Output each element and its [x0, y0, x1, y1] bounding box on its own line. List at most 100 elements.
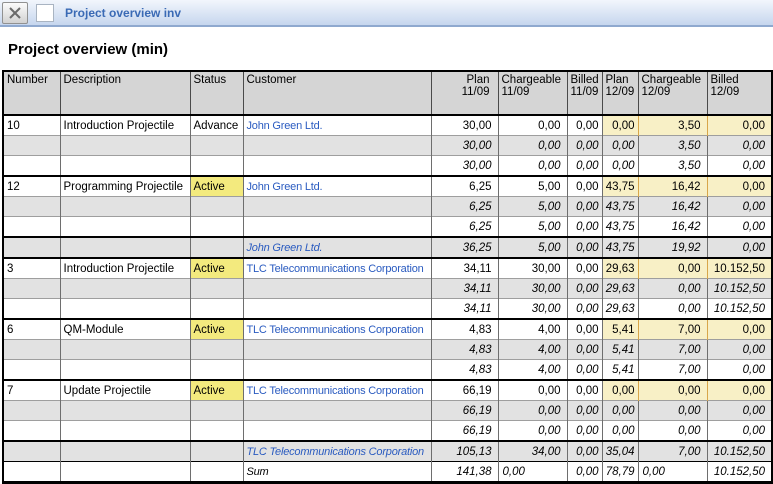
col-header-customer: Customer — [242, 71, 431, 116]
cell-number — [2, 216, 60, 237]
cell-plan-1109: 34,11 — [430, 278, 498, 299]
sub-row: 34,11 30,00 0,00 29,63 0,00 10.152,50 — [2, 278, 772, 299]
cell-billed-1109: 0,00 — [566, 359, 602, 380]
col-header-number: Number — [2, 71, 60, 116]
close-icon — [8, 6, 22, 20]
customer-link[interactable]: John Green Ltd. — [242, 175, 431, 197]
cell-chargeable-1109: 5,00 — [497, 196, 567, 217]
cell-number — [2, 400, 60, 421]
cell-billed-1209: 0,00 — [706, 135, 772, 156]
cell-plan-1209: 78,79 — [601, 461, 638, 483]
cell-plan-1109: 36,25 — [430, 236, 498, 258]
cell-status — [189, 135, 243, 156]
sub-row: 6,25 5,00 0,00 43,75 16,42 0,00 — [2, 216, 772, 237]
overview-table: Number Description Status Customer Plan 11/09… — [2, 70, 773, 484]
cell-plan-1209: 0,00 — [601, 114, 638, 136]
cell-description — [59, 278, 190, 299]
cell-chargeable-1109: 34,00 — [497, 440, 567, 462]
col-header-description: Description — [59, 71, 190, 116]
cell-plan-1209: 0,00 — [601, 400, 638, 421]
cell-number: 12 — [2, 175, 60, 197]
cell-billed-1109: 0,00 — [566, 236, 602, 258]
cell-chargeable-1209: 0,00 — [637, 379, 707, 401]
cell-billed-1109: 0,00 — [566, 339, 602, 360]
cell-description — [59, 420, 190, 441]
sub-row: 66,19 0,00 0,00 0,00 0,00 0,00 — [2, 420, 772, 441]
cell-chargeable-1209: 19,92 — [637, 236, 707, 258]
cell-plan-1109: 66,19 — [430, 379, 498, 401]
cell-billed-1109: 0,00 — [566, 155, 602, 176]
cell-billed-1109: 0,00 — [566, 175, 602, 197]
cell-status: Active — [189, 175, 243, 197]
cell-billed-1109: 0,00 — [566, 400, 602, 421]
cell-status — [189, 278, 243, 299]
cell-number — [2, 339, 60, 360]
cell-billed-1209: 0,00 — [706, 196, 772, 217]
cell-plan-1109: 30,00 — [430, 114, 498, 136]
cell-chargeable-1109: 30,00 — [497, 278, 567, 299]
customer-link[interactable]: John Green Ltd. — [242, 236, 431, 258]
cell-billed-1209: 0,00 — [706, 420, 772, 441]
cell-description — [59, 400, 190, 421]
cell-number — [2, 298, 60, 319]
cell-description: Introduction Projectile — [59, 114, 190, 136]
cell-chargeable-1109: 5,00 — [497, 175, 567, 197]
cell-description — [59, 216, 190, 237]
tab-title[interactable]: Project overview inv — [65, 5, 182, 20]
cell-description — [59, 135, 190, 156]
sub-row: 4,83 4,00 0,00 5,41 7,00 0,00 — [2, 359, 772, 380]
cell-plan-1109: 4,83 — [430, 359, 498, 380]
cell-chargeable-1209: 0,00 — [637, 420, 707, 441]
cell-status: Advance — [189, 114, 243, 136]
close-button[interactable] — [2, 1, 28, 24]
cell-chargeable-1109: 0,00 — [497, 420, 567, 441]
cell-billed-1209: 0,00 — [706, 175, 772, 197]
cell-billed-1209: 0,00 — [706, 236, 772, 258]
cell-description — [59, 339, 190, 360]
cell-plan-1209: 43,75 — [601, 216, 638, 237]
cell-billed-1209: 10.152,50 — [706, 278, 772, 299]
cell-chargeable-1209: 0,00 — [637, 278, 707, 299]
cell-plan-1209: 35,04 — [601, 440, 638, 462]
cell-chargeable-1209: 7,00 — [637, 359, 707, 380]
cell-plan-1209: 29,63 — [601, 278, 638, 299]
cell-number — [2, 461, 60, 483]
cell-plan-1109: 4,83 — [430, 318, 498, 340]
cell-status — [189, 155, 243, 176]
cell-plan-1209: 5,41 — [601, 339, 638, 360]
cell-status — [189, 216, 243, 237]
cell-description — [59, 196, 190, 217]
customer-link[interactable]: TLC Telecommunications Corporation — [242, 318, 431, 340]
cell-chargeable-1109: 30,00 — [497, 298, 567, 319]
cell-status — [189, 461, 243, 483]
cell-status — [189, 359, 243, 380]
cell-chargeable-1209: 16,42 — [637, 216, 707, 237]
cell-billed-1109: 0,00 — [566, 196, 602, 217]
cell-billed-1209: 10.152,50 — [706, 461, 772, 483]
cell-status — [189, 339, 243, 360]
cell-chargeable-1209: 7,00 — [637, 318, 707, 340]
cell-plan-1209: 43,75 — [601, 236, 638, 258]
customer-link[interactable]: TLC Telecommunications Corporation — [242, 257, 431, 279]
sub-row: 30,00 0,00 0,00 0,00 3,50 0,00 — [2, 155, 772, 176]
page-title: Project overview (min) — [8, 41, 169, 58]
cell-billed-1109: 0,00 — [566, 216, 602, 237]
cell-chargeable-1209: 3,50 — [637, 155, 707, 176]
cell-number — [2, 359, 60, 380]
cell-chargeable-1109: 0,00 — [497, 135, 567, 156]
cell-status: Active — [189, 379, 243, 401]
tab-checkbox[interactable] — [36, 3, 54, 22]
customer-link[interactable]: TLC Telecommunications Corporation — [242, 440, 431, 462]
cell-chargeable-1109: 0,00 — [497, 379, 567, 401]
cell-description: Update Projectile — [59, 379, 190, 401]
cell-plan-1209: 0,00 — [601, 379, 638, 401]
cell-billed-1209: 0,00 — [706, 359, 772, 380]
sub-row: 34,11 30,00 0,00 29,63 0,00 10.152,50 — [2, 298, 772, 319]
customer-link[interactable]: John Green Ltd. — [242, 114, 431, 136]
customer-link[interactable]: TLC Telecommunications Corporation — [242, 379, 431, 401]
cell-chargeable-1209: 0,00 — [637, 400, 707, 421]
cell-billed-1109: 0,00 — [566, 298, 602, 319]
cell-description: Programming Projectile — [59, 175, 190, 197]
cell-plan-1109: 30,00 — [430, 155, 498, 176]
customer-summary-row: John Green Ltd. 36,25 5,00 0,00 43,75 19,92 0,… — [2, 236, 772, 258]
